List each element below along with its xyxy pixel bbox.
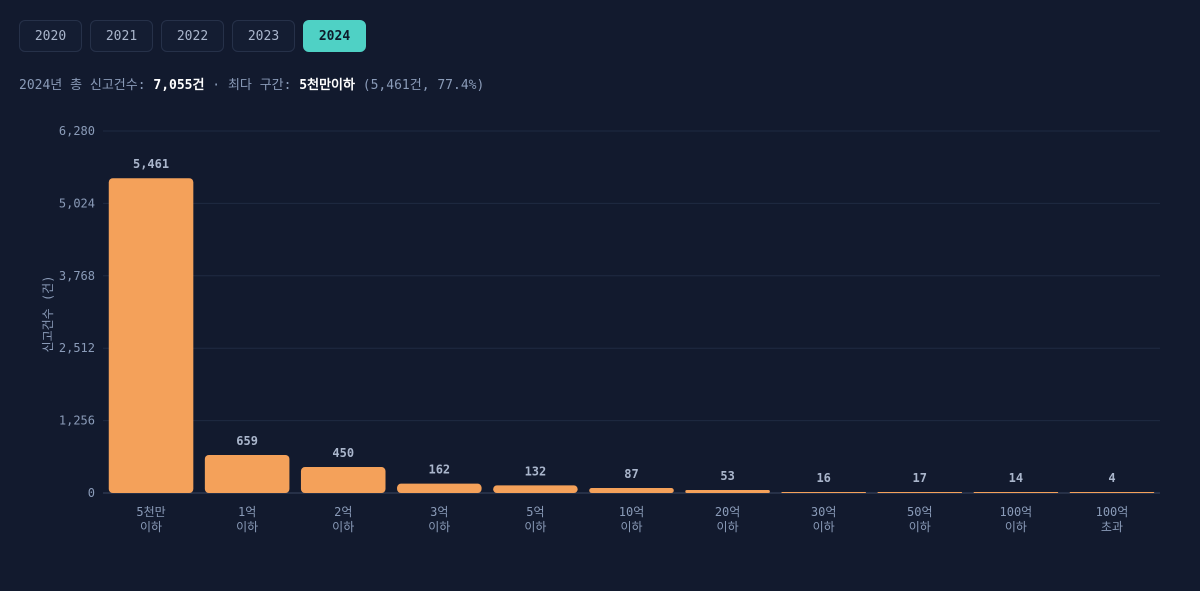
x-tick-label-line1: 5천만 (136, 504, 165, 519)
data-label: 16 (816, 471, 830, 485)
tab-2020[interactable]: 2020 (19, 20, 82, 52)
x-tick-label-line1: 5억 (526, 505, 544, 519)
summary-detail: (5,461건, 77.4%) (354, 78, 485, 93)
summary-line: 2024년 총 신고건수: 7,055건 · 최다 구간: 5천만이하 (5,4… (19, 74, 484, 93)
x-tick-label-line2: 이하 (620, 520, 642, 534)
year-tabs: 2020 2021 2022 2023 2024 (19, 20, 366, 52)
x-tick-label-line1: 3억 (430, 505, 448, 519)
tab-2023[interactable]: 2023 (232, 20, 295, 52)
bar (397, 483, 482, 493)
x-tick-label-line2: 이하 (717, 520, 739, 534)
bar (973, 492, 1059, 493)
bar (781, 492, 866, 493)
x-tick-label-line1: 2억 (334, 505, 352, 519)
x-tick-label-line1: 1억 (238, 505, 256, 519)
data-label: 87 (624, 467, 638, 481)
bar (589, 487, 674, 493)
x-tick-label-line2: 초과 (1101, 520, 1123, 534)
x-tick-label-line2: 이하 (428, 520, 450, 534)
y-tick-label: 6,280 (59, 124, 95, 138)
y-tick-label: 0 (88, 486, 95, 500)
tab-2024[interactable]: 2024 (303, 20, 366, 52)
bar (493, 485, 578, 493)
tab-2021[interactable]: 2021 (90, 20, 153, 52)
x-tick-label-line2: 이하 (909, 520, 931, 534)
tab-2022[interactable]: 2022 (161, 20, 224, 52)
data-label: 450 (332, 446, 354, 460)
y-tick-label: 3,768 (59, 269, 95, 283)
y-tick-label: 2,512 (59, 341, 95, 355)
data-label: 132 (525, 464, 547, 478)
bar (877, 492, 963, 493)
summary-prefix: 2024년 총 신고건수: (19, 78, 154, 93)
x-tick-label-line2: 이하 (524, 520, 546, 534)
bar (108, 178, 194, 493)
data-label: 659 (236, 434, 258, 448)
summary-mid: · 최다 구간: (204, 78, 300, 93)
bar (300, 467, 386, 493)
x-tick-label-line1: 100억 (1000, 505, 1033, 519)
data-label: 4 (1108, 471, 1115, 485)
bar (685, 489, 770, 493)
data-label: 14 (1009, 471, 1023, 485)
data-label: 5,461 (133, 157, 169, 171)
x-tick-label-line2: 이하 (140, 520, 162, 534)
x-tick-label-line2: 이하 (332, 520, 354, 534)
x-tick-label-line2: 이하 (813, 520, 835, 534)
x-tick-label-line1: 10억 (619, 505, 645, 519)
bar (1069, 492, 1155, 493)
x-tick-label-line1: 50억 (907, 505, 933, 519)
y-tick-label: 5,024 (59, 196, 95, 210)
y-axis-title: 신고건수 (건) (41, 276, 55, 353)
y-tick-label: 1,256 (59, 414, 95, 428)
data-label: 162 (428, 463, 450, 477)
summary-total: 7,055건 (153, 78, 205, 93)
x-tick-label-line1: 100억 (1096, 505, 1129, 519)
summary-top-bucket: 5천만이하 (299, 78, 355, 93)
x-tick-label-line2: 이하 (1005, 520, 1027, 534)
data-label: 17 (913, 471, 927, 485)
data-label: 53 (720, 469, 734, 483)
x-tick-label-line1: 30억 (811, 505, 837, 519)
bar (204, 455, 290, 493)
x-tick-label-line1: 20억 (715, 505, 741, 519)
x-tick-label-line2: 이하 (236, 520, 258, 534)
